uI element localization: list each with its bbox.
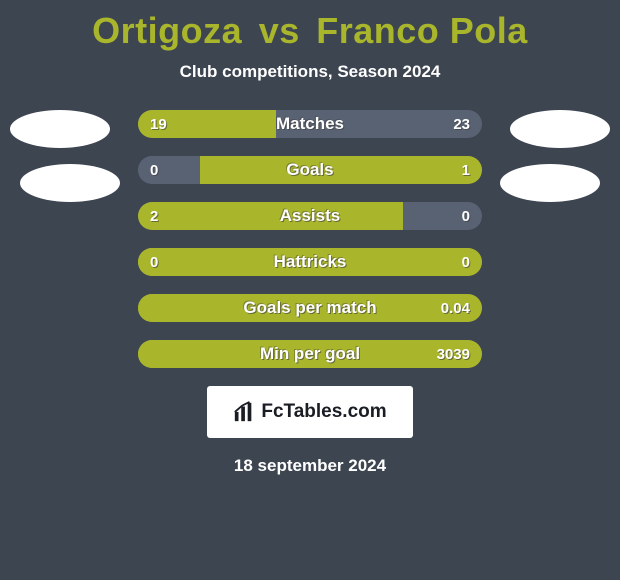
stat-bar-fill-left bbox=[138, 202, 403, 230]
player1-avatar-1 bbox=[10, 110, 110, 148]
stat-bar-fill-right bbox=[200, 156, 482, 184]
stat-row: Goals per match0.04 bbox=[138, 294, 482, 322]
stat-bars: Matches1923 Goals01 Assists20 Hattricks00 Go… bbox=[138, 110, 482, 368]
branding-text: FcTables.com bbox=[261, 401, 386, 423]
page-title: Ortigoza vs Franco Pola bbox=[0, 0, 620, 52]
stat-bar-fill-left bbox=[138, 110, 276, 138]
stat-row: Hattricks00 bbox=[138, 248, 482, 276]
comparison-area: Matches1923 Goals01 Assists20 Hattricks00 Go… bbox=[0, 110, 620, 368]
footer-date: 18 september 2024 bbox=[0, 456, 620, 476]
stat-bar-fill-full bbox=[138, 340, 482, 368]
stat-row: Matches1923 bbox=[138, 110, 482, 138]
stat-row: Min per goal3039 bbox=[138, 340, 482, 368]
player1-avatar-2 bbox=[20, 164, 120, 202]
stat-bar-fill-full bbox=[138, 294, 482, 322]
player2-avatar-2 bbox=[500, 164, 600, 202]
subtitle: Club competitions, Season 2024 bbox=[0, 62, 620, 82]
branding-badge: FcTables.com bbox=[207, 386, 413, 438]
vs-text: vs bbox=[259, 10, 300, 51]
player2-avatar-1 bbox=[510, 110, 610, 148]
stat-row: Goals01 bbox=[138, 156, 482, 184]
stat-row: Assists20 bbox=[138, 202, 482, 230]
stat-bar-fill-full bbox=[138, 248, 482, 276]
stat-bar-stub-left bbox=[138, 156, 200, 184]
player1-name: Ortigoza bbox=[92, 10, 242, 51]
bar-chart-icon bbox=[233, 401, 255, 423]
player2-name: Franco Pola bbox=[316, 10, 528, 51]
